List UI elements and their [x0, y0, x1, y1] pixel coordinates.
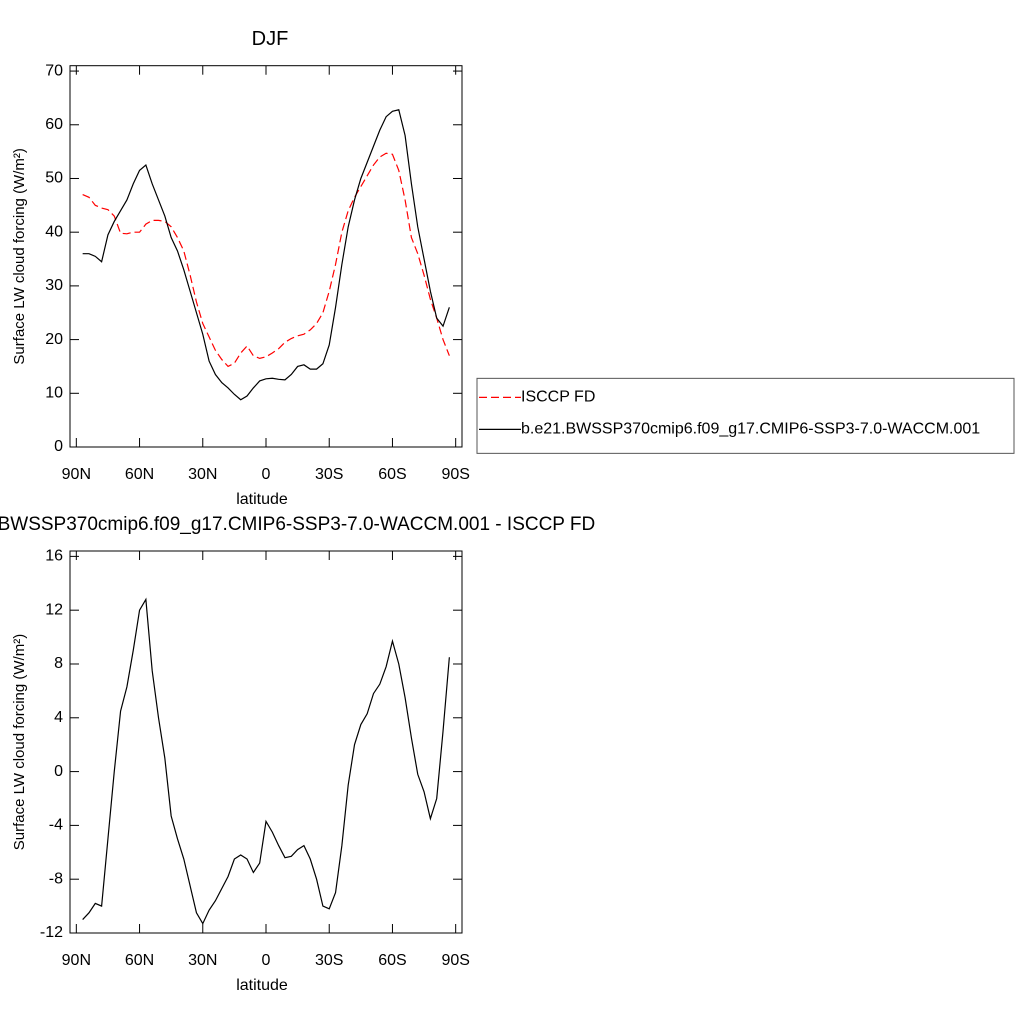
y-tick-label: 10 [45, 385, 63, 402]
y-axis-label: Surface LW cloud forcing (W/m²) [11, 148, 28, 364]
x-tick-label: 30N [188, 952, 217, 969]
y-tick-label: 4 [54, 709, 63, 726]
x-tick-label: 90N [62, 952, 91, 969]
y-tick-label: -4 [49, 817, 63, 834]
x-tick-label: 0 [262, 952, 271, 969]
y-tick-label: 40 [45, 223, 63, 240]
y-tick-label: 70 [45, 62, 63, 79]
y-tick-label: 0 [54, 438, 63, 455]
plot-frame [69, 65, 463, 448]
y-tick-label: 60 [45, 116, 63, 133]
x-tick-label: 30S [315, 952, 343, 969]
legend-box [476, 377, 1015, 454]
data-line [82, 109, 450, 401]
y-tick-label: -8 [49, 870, 63, 887]
y-tick-label: 16 [45, 548, 63, 565]
y-tick-label: 30 [45, 277, 63, 294]
y-tick-label: 0 [54, 763, 63, 780]
y-tick-label: 8 [54, 655, 63, 672]
x-tick-label: 90S [441, 466, 469, 483]
x-tick-label: 60S [378, 466, 406, 483]
y-tick-label: 20 [45, 331, 63, 348]
y-axis-label: Surface LW cloud forcing (W/m²) [11, 634, 28, 850]
x-tick-label: 90N [62, 466, 91, 483]
y-tick-label: -12 [40, 924, 63, 941]
x-axis-label: latitude [236, 977, 288, 994]
data-line [82, 152, 450, 368]
x-tick-label: 60N [125, 466, 154, 483]
y-tick-label: 50 [45, 170, 63, 187]
chart-title: DJF [252, 28, 289, 50]
x-tick-label: 60N [125, 952, 154, 969]
x-tick-label: 30S [315, 466, 343, 483]
x-axis-label: latitude [236, 491, 288, 508]
x-tick-label: 30N [188, 466, 217, 483]
chart-title: b.e21.BWSSP370cmip6.f09_g17.CMIP6-SSP3-7… [0, 514, 595, 535]
plot-frame [69, 550, 463, 934]
legend-label: b.e21.BWSSP370cmip6.f09_g17.CMIP6-SSP3-7… [521, 421, 980, 438]
y-tick-label: 12 [45, 601, 63, 618]
data-line [82, 597, 450, 925]
x-tick-label: 60S [378, 952, 406, 969]
x-tick-label: 0 [262, 466, 271, 483]
legend-label: ISCCP FD [521, 389, 595, 406]
x-tick-label: 90S [441, 952, 469, 969]
